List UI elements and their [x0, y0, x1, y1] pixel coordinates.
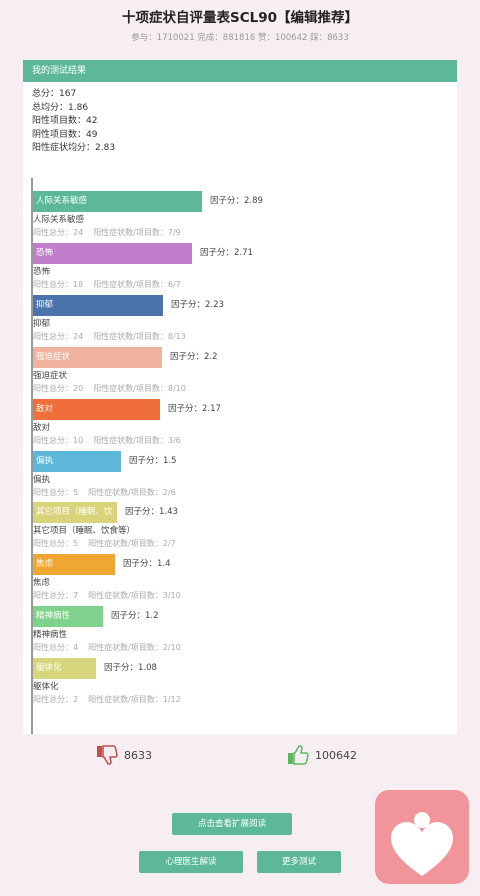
factor-score: 因子分：2.71	[200, 247, 253, 258]
factor-detail: 阳性总分：18 阳性症状数/项目数：6/7	[33, 279, 453, 290]
result-card: 我的测试结果 总分：167 总均分：1.86 阳性项目数：42 阴性项目数：49…	[23, 60, 457, 734]
factor-name: 敌对	[33, 422, 51, 433]
factor-positive-total: 阳性总分：5	[33, 539, 79, 549]
factor-positive-total: 阳性总分：7	[33, 591, 79, 601]
factor-score: 因子分：2.23	[171, 299, 224, 310]
factor-ratio: 阳性症状数/项目数：8/10	[93, 383, 186, 393]
dislike-button[interactable]: 8633	[96, 745, 152, 765]
factor-positive-total: 阳性总分：20	[33, 383, 84, 393]
factor-positive-total: 阳性总分：2	[33, 695, 79, 705]
factor-positive-total: 阳性总分：5	[33, 487, 79, 497]
factor-bar: 偏执	[33, 450, 121, 472]
heart-person-icon	[391, 812, 453, 876]
factor-bar: 精神病性	[33, 606, 103, 628]
summary-positive-mean: 阳性症状均分：2.83	[32, 143, 116, 153]
factor-bar: 强迫症状	[33, 346, 162, 368]
summary-negative-count: 阴性项目数：49	[32, 129, 98, 140]
factor-score: 因子分：1.2	[111, 611, 159, 622]
factor-detail: 阳性总分：2 阳性症状数/项目数：1/12	[33, 694, 453, 705]
factor-positive-total: 阳性总分：10	[33, 435, 84, 445]
doctor-interpretation-button[interactable]: 心理医生解读	[139, 851, 243, 873]
extended-reading-button[interactable]: 点击查看扩展阅读	[172, 813, 292, 835]
factor-score: 因子分：1.43	[125, 507, 178, 518]
factor-name: 偏执	[33, 474, 51, 485]
factor-detail: 阳性总分：10 阳性症状数/项目数：3/6	[33, 435, 453, 446]
factor-ratio: 阳性症状数/项目数：3/10	[88, 591, 181, 601]
page-title: 十项症状自评量表SCL90【编辑推荐】	[121, 10, 359, 26]
dislike-count: 8633	[124, 748, 152, 762]
factor-name: 躯体化	[33, 682, 59, 693]
factor-bar: 躯体化	[33, 658, 96, 680]
factor-bar: 恐怖	[33, 242, 192, 264]
factor-name: 焦虑	[33, 578, 51, 589]
factor-positive-total: 阳性总分：24	[33, 228, 84, 237]
factor-name: 强迫症状	[33, 370, 68, 381]
factor-detail: 阳性总分：4 阳性症状数/项目数：2/10	[33, 642, 453, 653]
factor-positive-total: 阳性总分：4	[33, 643, 79, 653]
factor-detail: 阳性总分：5 阳性症状数/项目数：2/7	[33, 538, 453, 549]
factor-detail: 阳性总分：24 阳性症状数/项目数：7/9	[33, 227, 453, 238]
factor-bar: 抑郁	[33, 294, 163, 316]
factor-detail: 阳性总分：24 阳性症状数/项目数：8/13	[33, 331, 453, 342]
thumbs-down-icon	[97, 745, 118, 765]
result-summary: 总分：167 总均分：1.86 阳性项目数：42 阴性项目数：49 阳性症状均分…	[32, 88, 115, 156]
factor-ratio: 阳性症状数/项目数：3/6	[93, 435, 181, 445]
factor-detail: 阳性总分：20 阳性症状数/项目数：8/10	[33, 383, 453, 394]
factor-name: 抑郁	[33, 318, 51, 329]
like-button[interactable]: 100642	[287, 745, 357, 765]
factor-name: 精神病性	[33, 630, 68, 641]
factor-name: 恐怖	[33, 266, 51, 277]
like-count: 100642	[315, 748, 357, 762]
factor-detail: 阳性总分：7 阳性症状数/项目数：3/10	[33, 590, 453, 601]
thumbs-up-icon	[288, 745, 309, 765]
factor-ratio: 阳性症状数/项目数：2/10	[88, 643, 181, 653]
factor-score: 因子分：1.08	[104, 663, 157, 674]
factor-bar: 人际关系敏感	[33, 191, 202, 212]
factor-ratio: 阳性症状数/项目数：1/12	[88, 695, 181, 705]
factor-score: 因子分：1.4	[123, 559, 171, 570]
factor-bar: 其它项目（睡眠、饮	[33, 502, 117, 524]
factor-score: 因子分：1.5	[129, 455, 177, 466]
more-tests-button[interactable]: 更多测试	[257, 851, 341, 873]
factor-score: 因子分：2.2	[170, 351, 218, 362]
factor-score: 因子分：2.17	[168, 403, 221, 414]
result-card-header: 我的测试结果	[23, 60, 457, 82]
participation-stats: 参与：1710021 完成：881816 赞：100642 踩：8633	[131, 33, 349, 43]
factor-ratio: 阳性症状数/项目数：2/6	[88, 487, 176, 497]
factor-name: 其它项目（睡眠、饮食等）	[33, 526, 136, 537]
factor-bar: 焦虑	[33, 554, 115, 576]
chart-axis	[31, 178, 33, 734]
factor-name: 人际关系敏感	[33, 215, 85, 225]
factor-bar: 敌对	[33, 398, 160, 420]
factor-ratio: 阳性症状数/项目数：2/7	[88, 539, 176, 549]
summary-total: 总分：167	[32, 89, 77, 99]
factor-positive-total: 阳性总分：24	[33, 331, 84, 341]
heart-badge[interactable]	[375, 790, 469, 884]
factor-ratio: 阳性症状数/项目数：7/9	[93, 228, 181, 237]
factor-score: 因子分：2.89	[210, 196, 263, 206]
factor-ratio: 阳性症状数/项目数：6/7	[93, 279, 181, 289]
factor-detail: 阳性总分：5 阳性症状数/项目数：2/6	[33, 487, 453, 498]
summary-positive-count: 阳性项目数：42	[32, 116, 98, 126]
summary-mean: 总均分：1.86	[32, 102, 89, 113]
factor-ratio: 阳性症状数/项目数：8/13	[93, 331, 186, 341]
factor-positive-total: 阳性总分：18	[33, 279, 84, 289]
